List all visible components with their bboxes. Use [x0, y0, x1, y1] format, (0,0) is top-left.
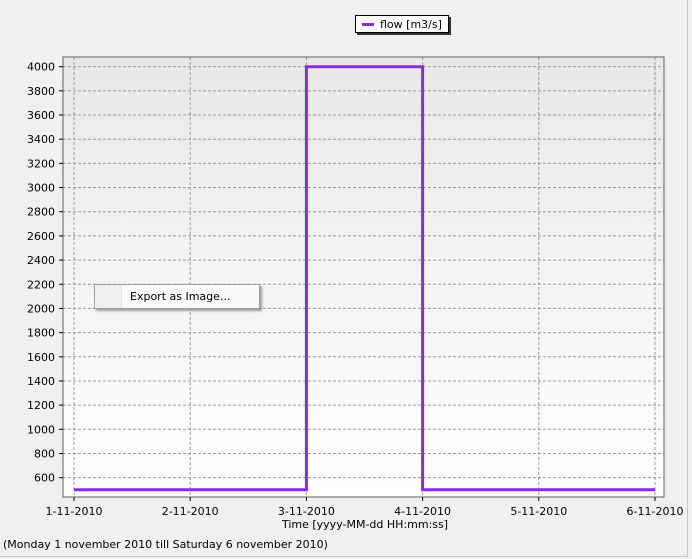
y-tick-label: 3000 [27, 182, 55, 195]
context-menu: Export as Image... [94, 284, 260, 309]
x-tick-label: 6-11-2010 [627, 505, 684, 518]
y-tick-label: 4000 [27, 61, 55, 74]
x-axis-label: Time [yyyy-MM-dd HH:mm:ss] [281, 518, 448, 531]
x-tick-label: 4-11-2010 [394, 505, 451, 518]
y-tick-label: 3600 [27, 109, 55, 122]
y-tick-label: 1600 [27, 351, 55, 364]
x-tick-label: 1-11-2010 [46, 505, 103, 518]
y-axis-ticks: 600 800 1000 1200 1400 1600 1800 2000 2200 2400 26… [27, 61, 63, 485]
y-tick-label: 2400 [27, 254, 55, 267]
y-tick-label: 3400 [27, 133, 55, 146]
chart-subtitle: (Monday 1 november 2010 till Saturday 6 … [3, 538, 328, 551]
x-tick-label: 3-11-2010 [278, 505, 335, 518]
legend-label: flow [m3/s] [380, 17, 442, 31]
y-tick-label: 600 [34, 472, 55, 485]
plot-border [62, 56, 665, 498]
y-tick-label: 3800 [27, 85, 55, 98]
y-tick-label: 3200 [27, 157, 55, 170]
y-tick-label: 1800 [27, 327, 55, 340]
x-tick-label: 5-11-2010 [510, 505, 567, 518]
series-line-flow [74, 65, 655, 492]
menu-icon-gutter [95, 285, 122, 308]
plot-area [63, 57, 664, 497]
legend-swatch [362, 22, 374, 26]
axes [62, 56, 665, 498]
y-tick-label: 2000 [27, 302, 55, 315]
y-tick-label: 1400 [27, 375, 55, 388]
series-group [74, 65, 655, 492]
y-tick-label: 1000 [27, 423, 55, 436]
legend[interactable]: flow [m3/s] [355, 15, 449, 33]
x-tick-label: 2-11-2010 [162, 505, 219, 518]
x-axis-ticks: 1-11-2010 2-11-2010 3-11-2010 4-11-2010 5-11… [46, 497, 684, 518]
y-tick-label: 1200 [27, 399, 55, 412]
y-tick-label: 2200 [27, 278, 55, 291]
grid-lines [63, 57, 664, 497]
export-as-image-menu-item[interactable]: Export as Image... [130, 290, 231, 303]
y-tick-label: 800 [34, 447, 55, 460]
y-tick-label: 2600 [27, 230, 55, 243]
y-tick-label: 2800 [27, 206, 55, 219]
